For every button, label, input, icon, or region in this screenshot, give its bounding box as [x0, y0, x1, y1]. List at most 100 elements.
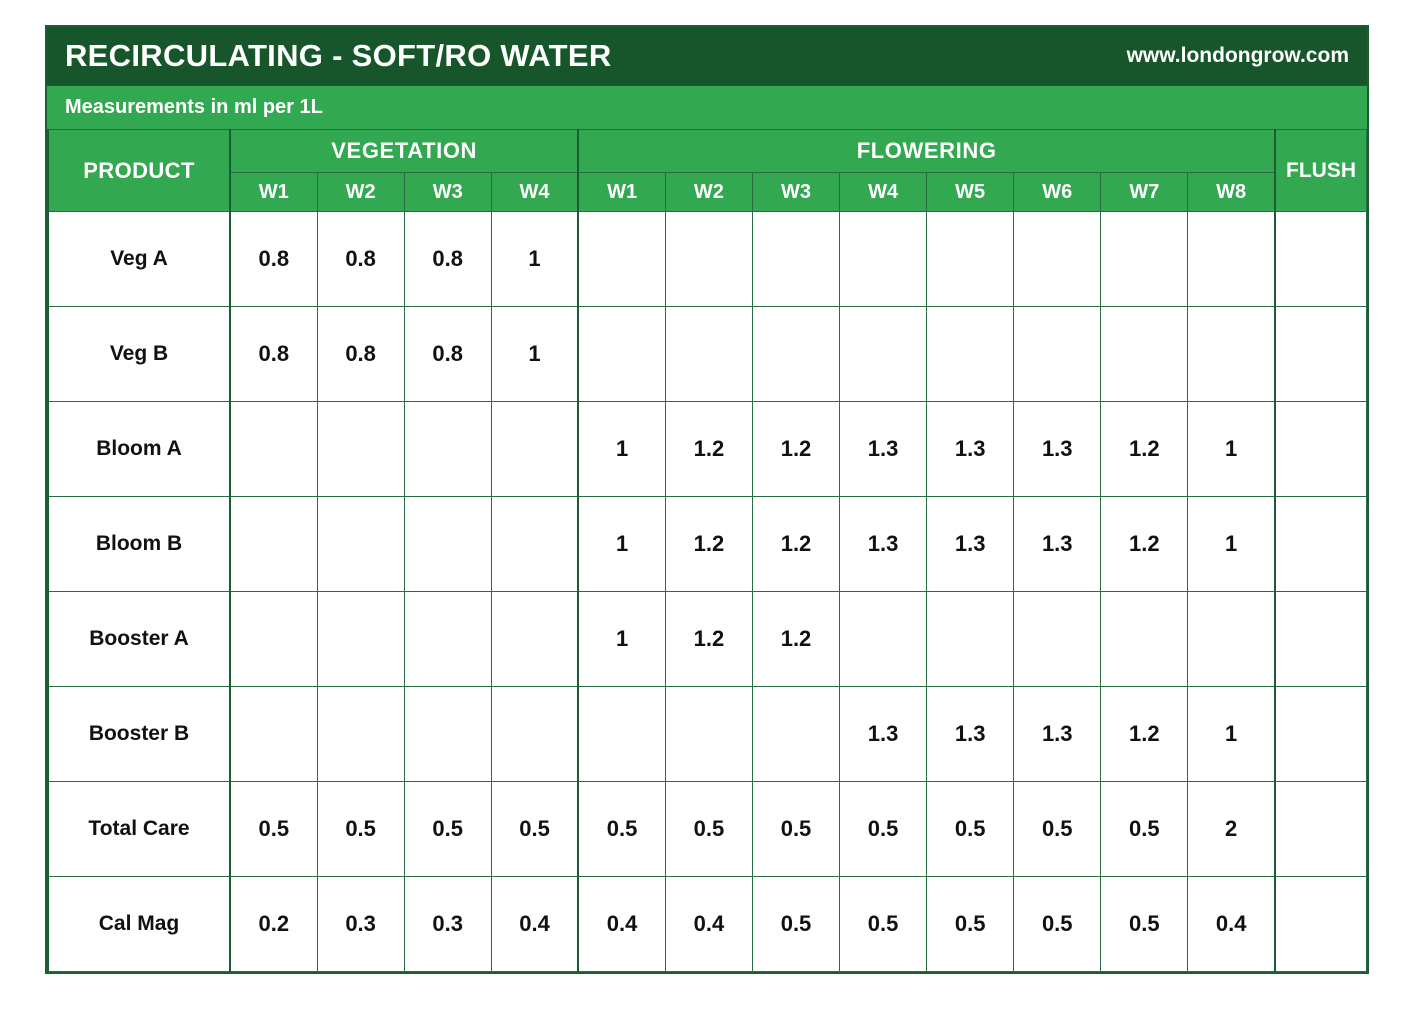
feeding-chart-frame: RECIRCULATING - SOFT/RO WATER www.london… [45, 25, 1369, 974]
table-row: Total Care 0.5 0.5 0.5 0.5 0.5 0.5 0.5 0.5 0.5 0.5… [47, 781, 1367, 877]
dose-cell-flower-w6: 1.3 [1013, 686, 1102, 782]
dose-cell-flower-w1: 1 [577, 591, 666, 687]
dose-cell-flower-w1: 0.5 [577, 781, 666, 877]
dose-cell-flower-w5 [926, 306, 1015, 402]
column-header-flush: FLUSH [1274, 129, 1367, 212]
dose-cell-flush [1274, 496, 1367, 592]
dose-cell-flower-w2 [664, 306, 753, 402]
dose-cell-veg-w3 [403, 686, 492, 782]
week-header-veg-w1: W1 [228, 172, 318, 212]
week-header-flower-w1: W1 [577, 172, 666, 212]
dose-cell-flower-w8: 2 [1187, 781, 1276, 877]
dose-cell-flower-w5: 0.5 [926, 781, 1015, 877]
dose-cell-flower-w3: 1.2 [751, 401, 841, 497]
dose-cell-flower-w7: 1.2 [1100, 686, 1189, 782]
product-name-cell: Veg A [47, 211, 231, 307]
dose-cell-veg-w4: 1 [490, 306, 579, 402]
dose-cell-flower-w5: 0.5 [926, 876, 1015, 972]
table-row: Bloom B 1 1.2 1.2 1.3 1.3 1.3 1.2 1 [47, 496, 1367, 592]
dose-cell-flush [1274, 591, 1367, 687]
dose-cell-flower-w4: 0.5 [839, 781, 928, 877]
dose-cell-flower-w2: 1.2 [664, 401, 753, 497]
dose-cell-veg-w3 [403, 591, 492, 687]
dose-cell-flower-w3 [751, 211, 841, 307]
dose-cell-flower-w8: 1 [1187, 686, 1276, 782]
dose-cell-flower-w7: 0.5 [1100, 876, 1189, 972]
dose-cell-flush [1274, 306, 1367, 402]
dose-cell-flower-w4 [839, 591, 928, 687]
dose-cell-flower-w1 [577, 306, 666, 402]
dose-cell-flower-w7: 0.5 [1100, 781, 1189, 877]
dose-cell-flower-w5 [926, 591, 1015, 687]
site-url: www.londongrow.com [1126, 44, 1349, 67]
dose-cell-flower-w5: 1.3 [926, 496, 1015, 592]
group-header-vegetation: VEGETATION [228, 129, 579, 173]
product-name-cell: Cal Mag [47, 876, 231, 972]
dose-cell-flower-w2: 0.5 [664, 781, 753, 877]
dose-cell-flower-w3: 0.5 [751, 876, 841, 972]
product-name-cell: Booster B [47, 686, 231, 782]
dose-cell-flower-w3: 1.2 [751, 496, 841, 592]
page-title: RECIRCULATING - SOFT/RO WATER [65, 38, 612, 73]
table-row: Booster B 1.3 1.3 1.3 1.2 1 [47, 686, 1367, 782]
dose-cell-flush [1274, 686, 1367, 782]
dose-cell-flush [1274, 401, 1367, 497]
column-header-product: PRODUCT [47, 129, 231, 212]
dose-cell-flush [1274, 876, 1367, 972]
dose-cell-veg-w1: 0.8 [228, 211, 318, 307]
dose-cell-flower-w2 [664, 686, 753, 782]
dose-cell-flower-w1: 1 [577, 496, 666, 592]
dose-cell-veg-w1 [228, 401, 318, 497]
dose-cell-veg-w1: 0.5 [228, 781, 318, 877]
table-row: Bloom A 1 1.2 1.2 1.3 1.3 1.3 1.2 1 [47, 401, 1367, 497]
dose-cell-flower-w4 [839, 306, 928, 402]
title-bar: RECIRCULATING - SOFT/RO WATER www.london… [47, 27, 1367, 85]
dose-cell-flower-w8 [1187, 211, 1276, 307]
dose-cell-flower-w7: 1.2 [1100, 401, 1189, 497]
product-name-cell: Bloom B [47, 496, 231, 592]
measurement-note: Measurements in ml per 1L [65, 96, 323, 118]
dose-cell-flower-w6 [1013, 211, 1102, 307]
dose-cell-flower-w2 [664, 211, 753, 307]
dose-cell-veg-w2 [316, 591, 405, 687]
dose-cell-veg-w4: 1 [490, 211, 579, 307]
dose-cell-flower-w7 [1100, 211, 1189, 307]
dose-cell-flush [1274, 211, 1367, 307]
week-header-veg-w2: W2 [316, 172, 405, 212]
dose-cell-veg-w3: 0.5 [403, 781, 492, 877]
dose-cell-flower-w5: 1.3 [926, 401, 1015, 497]
week-header-flower-w3: W3 [751, 172, 841, 212]
dose-cell-flower-w6: 0.5 [1013, 781, 1102, 877]
dose-cell-veg-w4: 0.5 [490, 781, 579, 877]
table-row: Veg B 0.8 0.8 0.8 1 [47, 306, 1367, 402]
dose-cell-flower-w6 [1013, 591, 1102, 687]
dose-cell-flower-w7 [1100, 306, 1189, 402]
dose-cell-flower-w3 [751, 686, 841, 782]
dose-cell-veg-w4 [490, 496, 579, 592]
dose-cell-flower-w1 [577, 211, 666, 307]
dose-cell-flower-w8: 0.4 [1187, 876, 1276, 972]
dose-cell-veg-w2 [316, 401, 405, 497]
dose-cell-veg-w2: 0.5 [316, 781, 405, 877]
dose-cell-flower-w4: 1.3 [839, 496, 928, 592]
dose-cell-veg-w1: 0.8 [228, 306, 318, 402]
dose-cell-veg-w3: 0.8 [403, 211, 492, 307]
dose-cell-flower-w5 [926, 211, 1015, 307]
dose-cell-flower-w8: 1 [1187, 496, 1276, 592]
dose-cell-flower-w3: 1.2 [751, 591, 841, 687]
week-header-flower-w8: W8 [1187, 172, 1276, 212]
dose-cell-flower-w3 [751, 306, 841, 402]
table-row: Cal Mag 0.2 0.3 0.3 0.4 0.4 0.4 0.5 0.5 0.5 0.5 0.5… [47, 876, 1367, 972]
week-header-flower-w4: W4 [839, 172, 928, 212]
dose-cell-flower-w8: 1 [1187, 401, 1276, 497]
table-head: PRODUCT VEGETATION FLOWERING FLUSH W1 W2… [47, 129, 1367, 212]
table-row: Veg A 0.8 0.8 0.8 1 [47, 211, 1367, 307]
dose-cell-flower-w5: 1.3 [926, 686, 1015, 782]
table-body: Veg A 0.8 0.8 0.8 1 Veg B 0.8 0.8 0.8 1 Bloom A 1 1.… [47, 211, 1367, 972]
dose-cell-flower-w6 [1013, 306, 1102, 402]
dose-cell-flower-w7: 1.2 [1100, 496, 1189, 592]
dose-cell-flower-w4: 1.3 [839, 686, 928, 782]
dose-cell-flower-w6: 1.3 [1013, 401, 1102, 497]
dose-cell-veg-w2: 0.8 [316, 306, 405, 402]
